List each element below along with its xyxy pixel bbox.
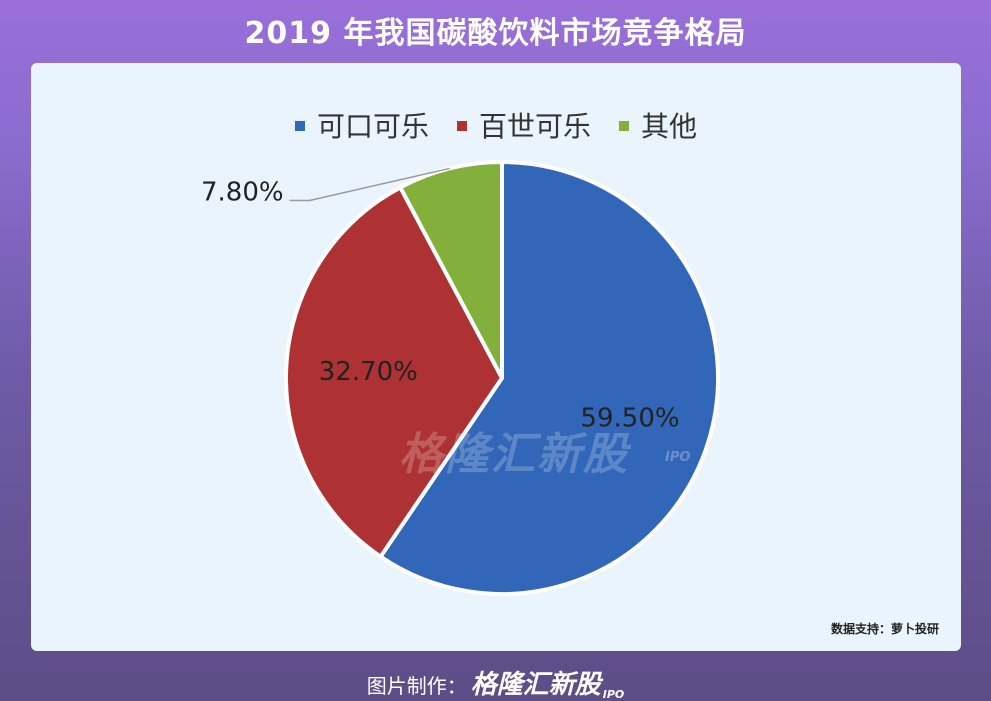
pie-chart: 59.50% 32.70% 7.80% <box>201 160 720 596</box>
slice-data-label: 32.70% <box>319 357 418 387</box>
chart-legend: 可口可乐 百世可乐 其他 <box>31 105 961 145</box>
footer-brand-logo: 格隆汇新股 <box>470 670 601 700</box>
slice-data-label: 59.50% <box>580 403 679 433</box>
footer-prefix: 图片制作： <box>366 674 467 698</box>
legend-swatch <box>456 121 467 131</box>
source-note: 数据支持：萝卜投研 <box>830 622 939 636</box>
legend-item: 其他 <box>619 105 697 145</box>
legend-swatch <box>619 121 629 131</box>
slice-data-label: 7.80% <box>201 177 284 207</box>
leader-line <box>289 167 450 202</box>
footer-ipo: IPO <box>602 688 625 701</box>
legend-label: 其他 <box>641 110 698 143</box>
pie-slice <box>378 160 720 596</box>
legend-item: 可口可乐 <box>294 105 429 145</box>
watermark-ipo: IPO <box>665 450 691 465</box>
legend-item: 百世可乐 <box>456 105 591 145</box>
footer-credit: 图片制作： 格隆汇新股 IPO <box>0 664 991 701</box>
legend-label: 可口可乐 <box>316 110 429 143</box>
legend-swatch <box>294 121 305 131</box>
chart-card: 可口可乐 百世可乐 其他 59.50% 32.70% 7.80% 格隆汇新股 IPO 数… <box>31 63 961 651</box>
pie-slice <box>398 160 504 380</box>
legend-label: 百世可乐 <box>478 110 591 143</box>
page-title: 2019 年我国碳酸饮料市场竞争格局 <box>244 16 747 51</box>
